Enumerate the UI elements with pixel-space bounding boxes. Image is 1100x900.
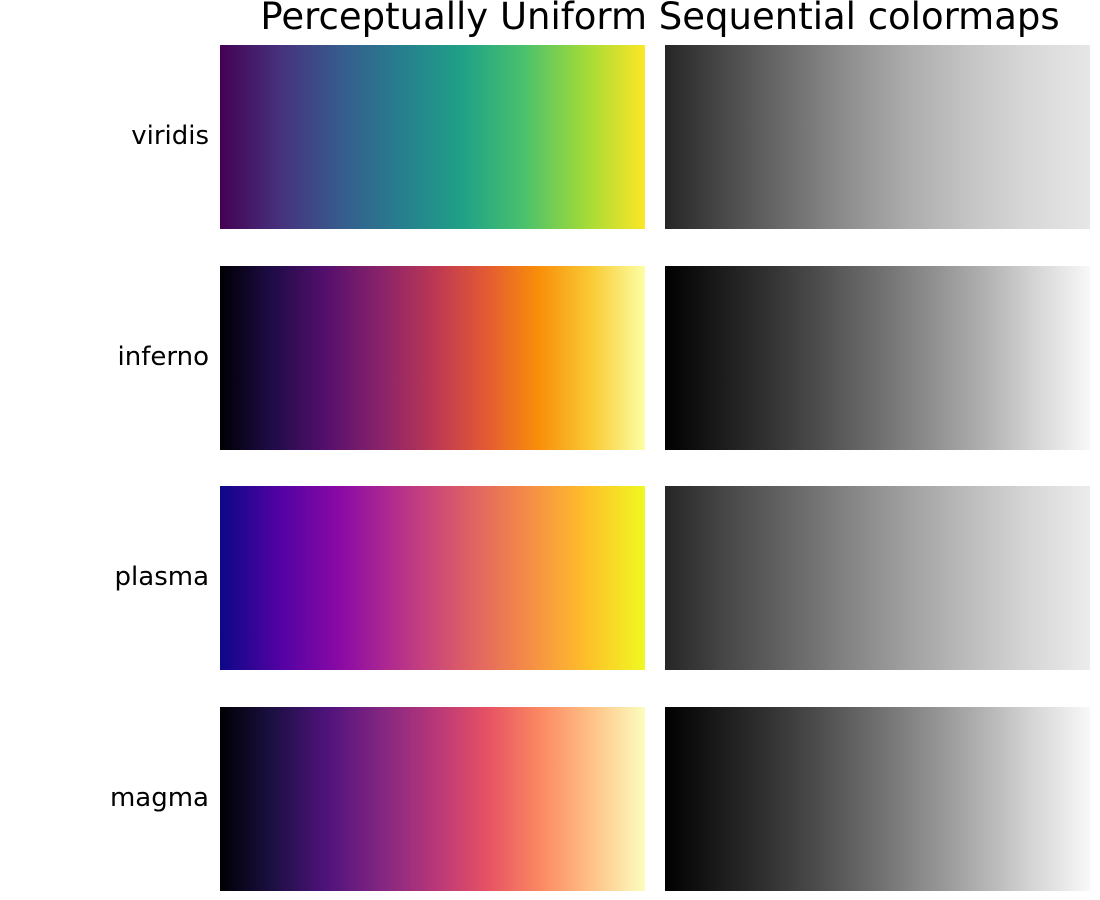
grayscale-strip-magma xyxy=(665,707,1090,891)
row-label-plasma: plasma xyxy=(114,562,209,592)
grayscale-strip-inferno xyxy=(665,266,1090,450)
row-label-magma: magma xyxy=(109,783,209,813)
colormap-strip-inferno xyxy=(220,266,645,450)
colormap-strip-viridis xyxy=(220,45,645,229)
chart-title: Perceptually Uniform Sequential colormap… xyxy=(260,0,1060,38)
colormap-strip-plasma xyxy=(220,486,645,670)
colormap-strip-magma xyxy=(220,707,645,891)
row-label-viridis: viridis xyxy=(131,121,209,151)
row-label-inferno: inferno xyxy=(117,342,209,372)
grayscale-strip-viridis xyxy=(665,45,1090,229)
grayscale-strip-plasma xyxy=(665,486,1090,670)
